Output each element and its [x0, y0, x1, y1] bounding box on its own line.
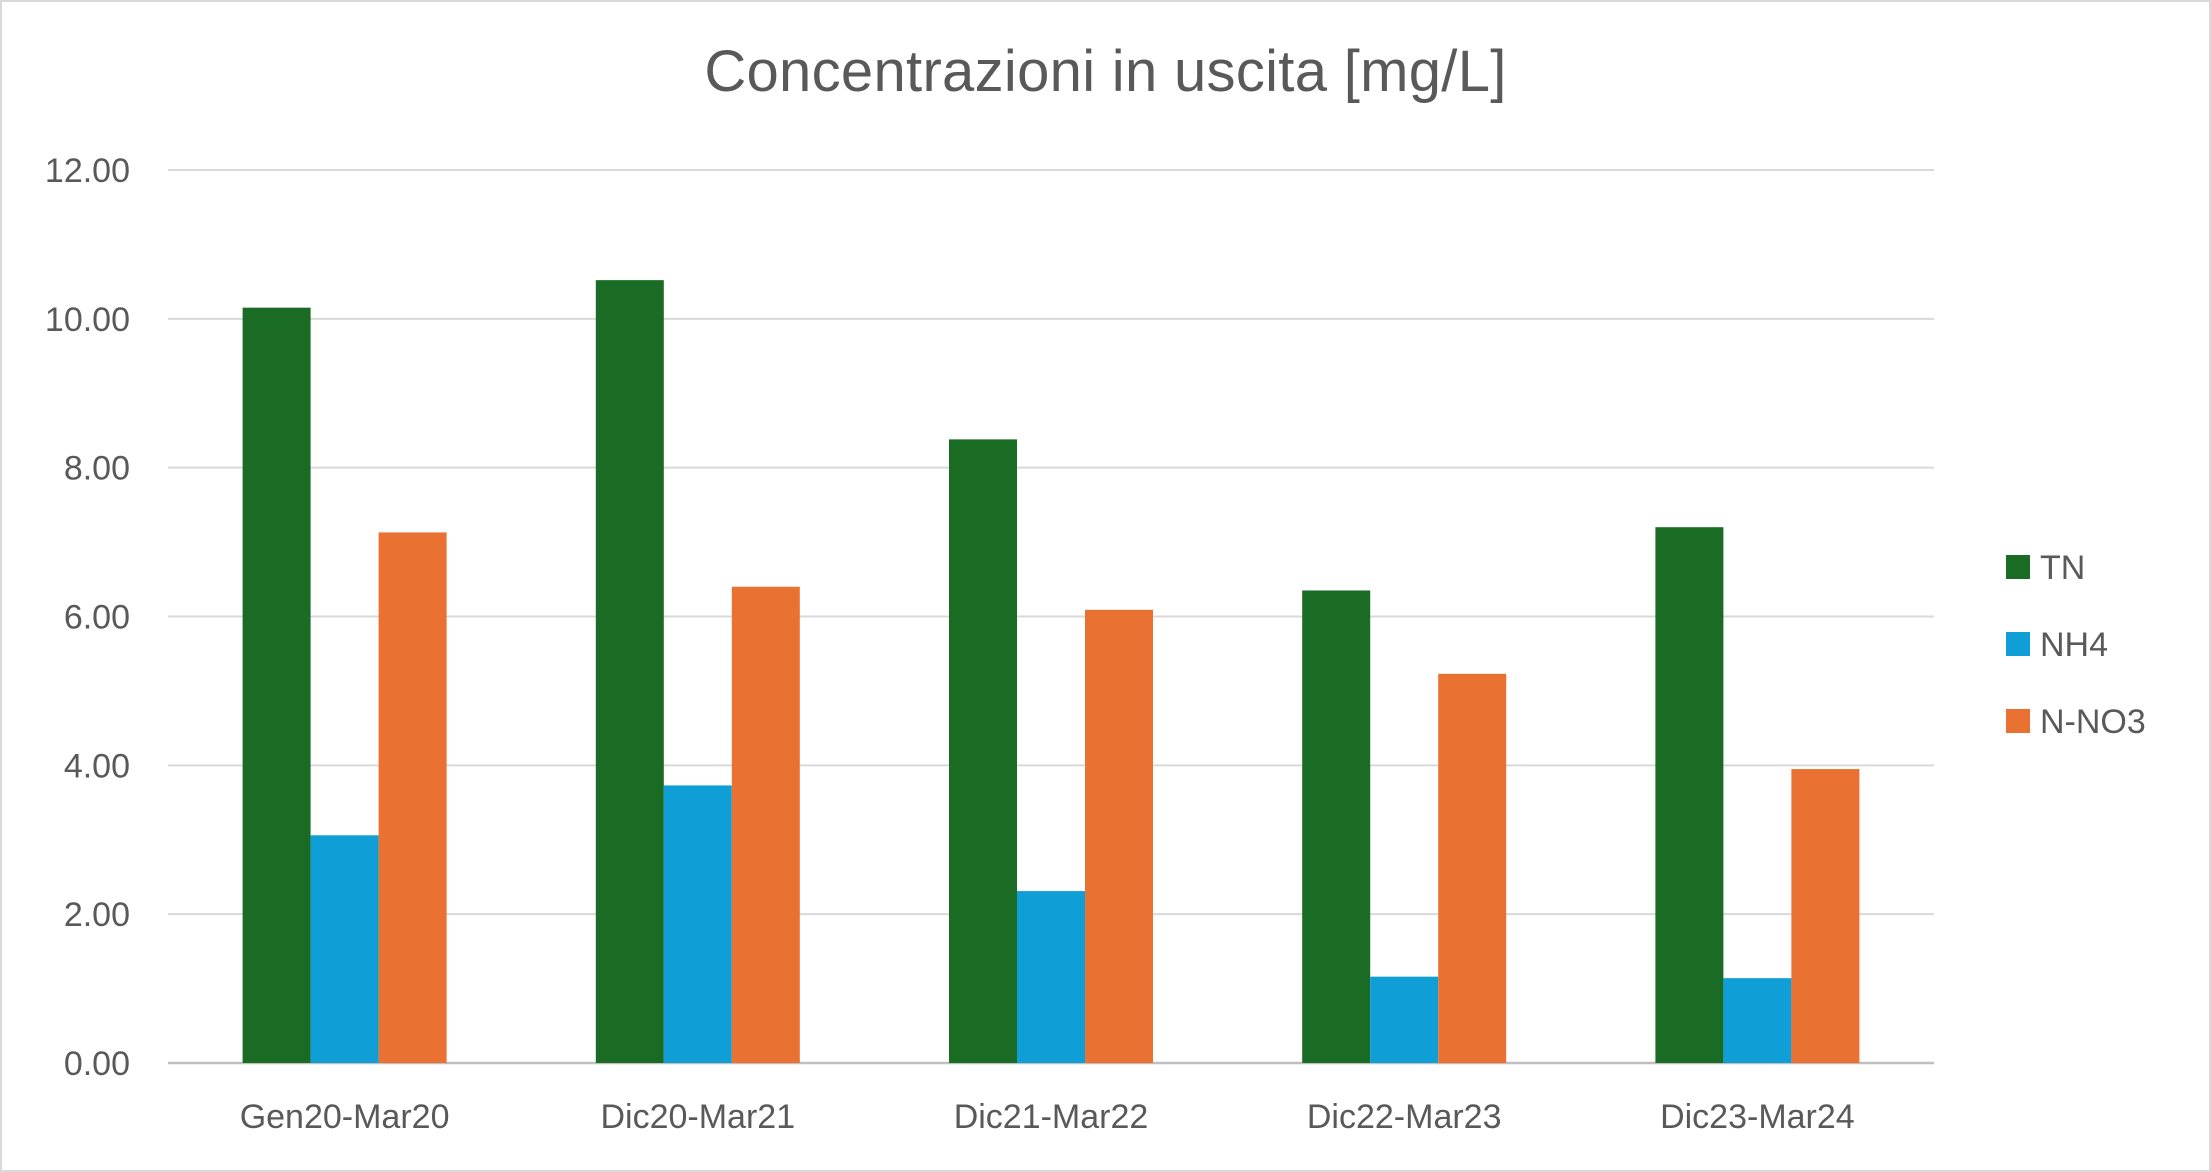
x-tick-label: Gen20-Mar20	[240, 1098, 450, 1136]
bar-nh4-4	[1370, 976, 1439, 1063]
bar-tn-2	[595, 280, 664, 1063]
bar-nh4-1	[310, 835, 379, 1063]
y-tick-label: 0.00	[64, 1045, 130, 1083]
legend-swatch-nh4	[2006, 632, 2030, 656]
chart-title: Concentrazioni in uscita [mg/L]	[704, 39, 1507, 104]
bar-n-no3-3	[1085, 609, 1153, 1063]
bar-n-no3-5	[1791, 769, 1860, 1063]
bar-nh4-3	[1017, 891, 1085, 1063]
x-tick-label: Dic23-Mar24	[1660, 1098, 1855, 1136]
bar-tn-1	[242, 307, 311, 1063]
bar-nh4-5	[1723, 978, 1792, 1063]
y-tick-label: 12.00	[45, 152, 130, 190]
y-tick-label: 4.00	[64, 747, 130, 785]
y-tick-label: 2.00	[64, 896, 130, 934]
legend-label: TN	[2040, 549, 2085, 587]
bar-tn-3	[949, 439, 1017, 1064]
legend-swatch-tn	[2006, 555, 2030, 579]
x-tick-label: Dic22-Mar23	[1307, 1098, 1502, 1136]
x-tick-label: Dic20-Mar21	[600, 1098, 795, 1136]
bar-tn-4	[1302, 590, 1371, 1063]
gridlines	[168, 169, 1934, 1065]
y-tick-label: 6.00	[64, 599, 130, 637]
bar-n-no3-2	[731, 586, 800, 1063]
legend-label: N-NO3	[2040, 703, 2146, 741]
legend-label: NH4	[2040, 626, 2108, 664]
bars	[242, 280, 1860, 1064]
y-tick-label: 8.00	[64, 450, 130, 488]
bar-nh4-2	[663, 785, 732, 1063]
legend: TN NH4 N-NO3	[2006, 549, 2146, 741]
axes: 0.00 2.00 4.00 6.00 8.00 10.00 12.00 Gen20-Mar2…	[45, 152, 1855, 1136]
bar-tn-5	[1655, 527, 1724, 1063]
bar-n-no3-4	[1438, 673, 1507, 1063]
y-tick-label: 10.00	[45, 301, 130, 339]
x-tick-label: Dic21-Mar22	[954, 1098, 1149, 1136]
legend-swatch-n-no3	[2006, 709, 2030, 733]
bar-n-no3-1	[378, 532, 447, 1063]
